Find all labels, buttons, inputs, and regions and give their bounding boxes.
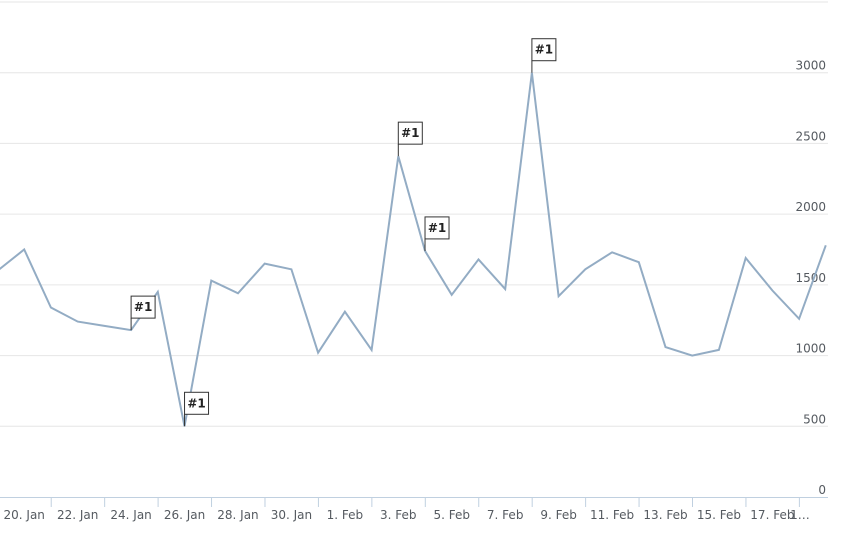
x-tick-label: 28. Jan [217,508,258,522]
x-tick-label: 24. Jan [110,508,151,522]
x-tick-label: 7. Feb [487,508,524,522]
series-line [0,72,827,427]
x-tick-label: 11. Feb [590,508,634,522]
x-tick-label: 30. Jan [271,508,312,522]
y-axis-tick-labels: 0 500 1000 1500 2000 2500 3000 [795,59,826,497]
flag-marker[interactable]: #1 [424,216,450,251]
x-axis: 20. Jan 22. Jan 24. Jan 26. Jan 28. Jan 30. J… [0,497,828,522]
flag-markers: #1 #1 #1 #1 #1 [130,38,557,427]
x-tick-label: 22. Jan [57,508,98,522]
x-tick-label: 13. Feb [643,508,687,522]
x-tick-label: 1. Feb [327,508,364,522]
x-tick-label: 5. Feb [433,508,470,522]
series-layer [0,72,827,427]
y-tick-label: 0 [818,483,826,497]
flag-label: #1 [187,396,205,410]
x-tick-label: 3. Feb [380,508,417,522]
flag-label: #1 [428,221,446,235]
flag-marker[interactable]: #1 [130,295,156,331]
x-tick-label: 26. Jan [164,508,205,522]
x-tick-label: 15. Feb [697,508,741,522]
y-tick-label: 2000 [795,200,826,214]
flag-label: #1 [134,300,152,314]
flag-box [130,295,156,319]
y-tick-label: 500 [803,412,826,426]
x-tick-label: 1… [790,508,810,522]
flag-marker[interactable]: #1 [397,121,423,157]
flag-label: #1 [401,126,419,140]
y-tick-label: 3000 [795,59,826,73]
x-tick-label: 20. Jan [4,508,45,522]
y-tick-label: 1000 [795,342,826,356]
flag-box [397,121,423,145]
flag-box [424,216,450,240]
flag-marker[interactable]: #1 [184,391,210,427]
flag-box [531,38,557,62]
y-tick-label: 2500 [795,129,826,143]
flag-label: #1 [535,43,553,57]
x-tick-label: 9. Feb [540,508,577,522]
x-tick-label: 17. Feb [750,508,794,522]
flag-box [184,391,210,415]
y-tick-label: 1500 [795,271,826,285]
flag-marker[interactable]: #1 [531,38,557,73]
